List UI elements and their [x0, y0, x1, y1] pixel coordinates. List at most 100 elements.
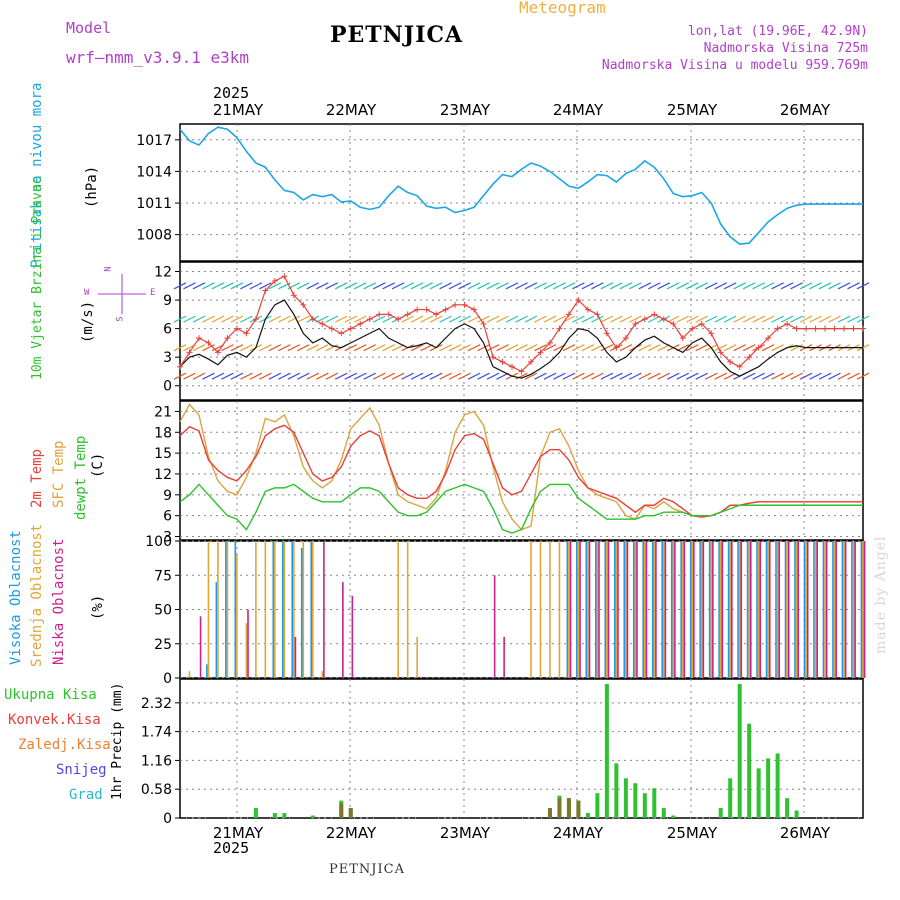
wind-gust-marker	[755, 344, 762, 351]
wind-arrow	[723, 282, 737, 290]
y-tick-label: 12	[154, 467, 172, 483]
wind-arrow	[420, 315, 433, 323]
wind-arrow	[268, 372, 282, 380]
rain-total-bar	[633, 783, 638, 818]
wind-arrow	[667, 372, 680, 380]
wind-arrow	[780, 282, 794, 290]
wind-arrow	[429, 372, 443, 380]
wind-gust-marker	[708, 330, 715, 337]
wind-arrow	[515, 372, 528, 380]
wind-arrow	[790, 315, 803, 323]
wind-arrow	[543, 315, 557, 323]
wind-arrow	[638, 282, 652, 290]
wind-arrow	[259, 282, 272, 290]
y-tick-label: 21	[154, 404, 172, 420]
wind-arrow	[828, 344, 841, 352]
rain-conv-bar	[557, 798, 562, 818]
legend-snow: Snijeg	[56, 762, 107, 778]
rain-total-bar	[595, 793, 600, 818]
wind-arrow	[297, 315, 310, 323]
wind-arrow	[515, 315, 528, 323]
wind-gust-marker	[793, 325, 800, 332]
wind-arrow	[572, 372, 585, 380]
wind-arrow	[496, 315, 509, 323]
wind-arrow	[382, 344, 395, 352]
wind-arrow	[847, 372, 860, 380]
wind-gust-marker	[177, 363, 183, 370]
temp-unit: (C)	[90, 452, 106, 478]
wind-arrow	[439, 282, 452, 290]
wind-arrow	[780, 315, 794, 323]
wind-arrow	[695, 282, 709, 290]
y-tick-label: 25	[154, 637, 172, 653]
wind-arrow	[657, 315, 671, 323]
wind-arrow	[486, 372, 500, 380]
wind-arrow	[401, 315, 414, 323]
wind-arrow	[249, 372, 263, 380]
wind-arrow	[847, 315, 860, 323]
wind-arrow	[818, 344, 832, 352]
y-tick-label: 1.16	[141, 753, 172, 769]
wind-arrow	[704, 372, 718, 380]
wind-arrow	[524, 344, 538, 352]
wind-gust-marker	[784, 320, 791, 327]
wind-arrow	[591, 315, 604, 323]
wind-arrow	[496, 372, 509, 380]
wind-gust-marker	[471, 306, 478, 313]
wind-arrow	[278, 372, 291, 380]
year-label-top: 2025	[213, 84, 250, 102]
wind-arrow	[572, 315, 585, 323]
x-day-label-top: 25MAY	[667, 101, 718, 119]
wind-arrow	[600, 282, 614, 290]
compass-n: N	[103, 266, 114, 272]
wind-gust-marker	[727, 358, 734, 365]
wind-gust-marker	[385, 311, 392, 318]
x-day-label-bottom: 23MAY	[440, 824, 491, 842]
x-day-label-top: 22MAY	[326, 101, 377, 119]
wind-arrow	[202, 372, 215, 380]
temp-2m-line	[179, 424, 863, 518]
legend-rain-frozen: Zaledj.Kisa	[18, 737, 111, 753]
wind-arrow	[799, 282, 813, 290]
y-tick-label: 3	[163, 530, 172, 546]
wind-arrow	[448, 282, 462, 290]
wind-gust-marker	[243, 330, 250, 337]
wind-arrow	[629, 372, 642, 380]
wind-arrow	[382, 315, 395, 323]
wind-arrow	[439, 372, 452, 380]
wind-arrow	[657, 372, 671, 380]
wind-gust-marker	[300, 301, 307, 308]
cloud-unit: (%)	[90, 594, 106, 620]
wind-gust-marker	[195, 335, 202, 342]
wind-gust-marker	[414, 306, 421, 313]
rain-total-bar	[282, 813, 287, 818]
wind-arrow	[685, 344, 699, 352]
rain-conv-bar	[566, 798, 571, 818]
wind-arrow	[771, 372, 784, 380]
wind-arrow	[837, 372, 851, 380]
wind-arrow	[297, 344, 310, 352]
y-tick-label: 0	[163, 671, 172, 687]
wind-arrow	[211, 344, 225, 352]
wind-gust-marker	[850, 325, 857, 332]
y-tick-label: 0	[163, 811, 172, 827]
wind-arrow	[837, 315, 851, 323]
wind-arrow	[562, 344, 576, 352]
wind-arrow	[600, 372, 614, 380]
wind-arrow	[448, 344, 462, 352]
wind-arrow	[828, 315, 841, 323]
wind-arrow	[287, 315, 301, 323]
wind-arrow	[733, 315, 746, 323]
wind-arrow	[771, 315, 784, 323]
wind-arrow	[249, 315, 263, 323]
wind-arrow	[553, 344, 566, 352]
precip-unit: 1hr Precip (mm)	[110, 682, 125, 800]
wind-arrow	[600, 344, 614, 352]
wind-arrow	[714, 282, 727, 290]
model-label: Model	[66, 19, 112, 37]
wind-arrow	[467, 282, 481, 290]
wind-arrow	[723, 344, 737, 352]
wind-arrow	[420, 282, 433, 290]
wind-arrow	[714, 372, 727, 380]
wind-arrow	[572, 344, 585, 352]
